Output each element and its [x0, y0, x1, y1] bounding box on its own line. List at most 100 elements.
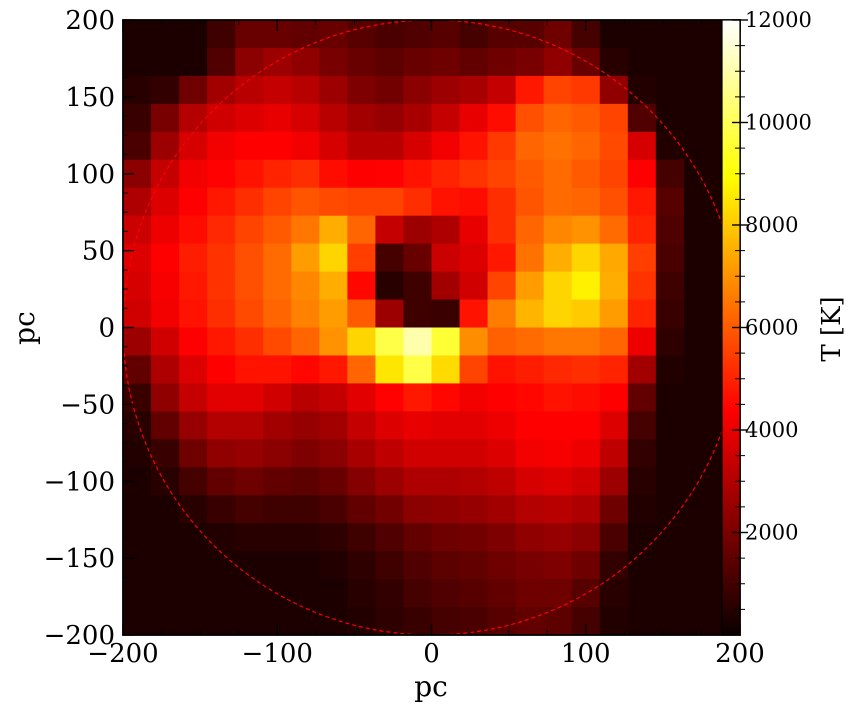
heatmap-cell [263, 103, 292, 133]
heatmap-cell [403, 607, 433, 635]
heatmap-cell [487, 271, 517, 301]
heatmap-cell [347, 383, 377, 412]
heatmap-cell [207, 271, 236, 301]
y-tick-label: −50 [60, 390, 115, 420]
heatmap-cell [571, 411, 601, 440]
heatmap-cell [655, 159, 685, 189]
heatmap-cell [683, 579, 713, 608]
heatmap-cell [319, 607, 348, 635]
heatmap-cell [179, 159, 208, 189]
heatmap-cell [459, 467, 489, 496]
heatmap-cell [123, 383, 152, 412]
heatmap-cell [291, 47, 320, 77]
heatmap-cell [627, 131, 657, 161]
heatmap-cell [655, 495, 685, 524]
heatmap-cell [263, 215, 292, 245]
heatmap-cell [431, 383, 461, 412]
heatmap-cell [347, 327, 377, 357]
heatmap-cell [571, 579, 601, 608]
heatmap-cell [487, 467, 517, 496]
heatmap-cell [627, 467, 657, 496]
heatmap-cell [319, 20, 348, 49]
heatmap-cell [627, 271, 657, 301]
heatmap-cell [375, 159, 405, 189]
x-axis-ticks: −200 −100 0 100 200 [87, 20, 765, 669]
heatmap-cell [179, 579, 208, 608]
heatmap-cell [123, 299, 152, 329]
heatmap-cell [179, 327, 208, 357]
colorbar-tick-label: 2000 [745, 521, 798, 545]
x-tick-label: 100 [561, 639, 611, 669]
heatmap-cell [235, 327, 264, 357]
heatmap-cell [487, 607, 517, 635]
heatmap-cell [207, 159, 236, 189]
heatmap-cell [683, 20, 713, 49]
heatmap-cell [571, 131, 601, 161]
heatmap-cell [319, 75, 348, 105]
heatmap-cell [655, 187, 685, 217]
heatmap-cell [515, 467, 545, 496]
heatmap-cell [179, 103, 208, 133]
heatmap-cell [291, 159, 320, 189]
heatmap-cell [683, 131, 713, 161]
heatmap-cell [459, 243, 489, 273]
heatmap-cell [627, 439, 657, 468]
heatmap-cell [515, 159, 545, 189]
heatmap-cell [627, 327, 657, 357]
heatmap-cell [571, 159, 601, 189]
heatmap-cell [431, 355, 461, 384]
heatmap-cell [599, 103, 629, 133]
colorbar-tick-label: 12000 [745, 8, 812, 32]
heatmap-cell [627, 243, 657, 273]
heatmap-cell [543, 523, 573, 552]
heatmap-cell [599, 355, 629, 384]
heatmap-cell [151, 187, 180, 217]
heatmap-cell [459, 47, 489, 77]
heatmap-cell [207, 103, 236, 133]
heatmap-cell [571, 439, 601, 468]
heatmap-cell [459, 103, 489, 133]
heatmap-cell [123, 607, 152, 635]
heatmap-cell [151, 495, 180, 524]
heatmap-cell [487, 75, 517, 105]
heatmap-cell [515, 411, 545, 440]
heatmap-cell [375, 215, 405, 245]
heatmap-cell [319, 187, 348, 217]
heatmap-cell [655, 327, 685, 357]
heatmap-cell [403, 551, 433, 580]
heatmap-cell [627, 579, 657, 608]
heatmap-cell [459, 523, 489, 552]
heatmap-cell [459, 215, 489, 245]
heatmap-cell [459, 131, 489, 161]
heatmap-cell [179, 271, 208, 301]
heatmap-cell [179, 607, 208, 635]
colorbar-tick-label: 6000 [745, 316, 798, 340]
heatmap-cell [543, 47, 573, 77]
heatmap-cell [627, 187, 657, 217]
heatmap-cell [655, 467, 685, 496]
heatmap-cell [655, 47, 685, 77]
heatmap-cell [263, 187, 292, 217]
heatmap-cell [151, 215, 180, 245]
heatmap-cell [599, 495, 629, 524]
heatmap-cell [515, 131, 545, 161]
heatmap-cell [459, 20, 489, 49]
heatmap-cell [599, 47, 629, 77]
heatmap-cell [123, 243, 152, 273]
heatmap-cell [375, 383, 405, 412]
heatmap-cell [179, 383, 208, 412]
heatmap-cell [151, 271, 180, 301]
heatmap-cell [123, 579, 152, 608]
heatmap-cell [319, 467, 348, 496]
heatmap-cell [599, 467, 629, 496]
heatmap-cell [431, 299, 461, 329]
heatmap-cell [235, 20, 264, 49]
heatmap-cell [431, 159, 461, 189]
heatmap-cell [627, 215, 657, 245]
heatmap-cell [599, 327, 629, 357]
heatmap-cell [319, 355, 348, 384]
heatmap-cell [655, 607, 685, 635]
heatmap-cell [627, 607, 657, 635]
heatmap-cell [599, 159, 629, 189]
heatmap-cell [123, 523, 152, 552]
